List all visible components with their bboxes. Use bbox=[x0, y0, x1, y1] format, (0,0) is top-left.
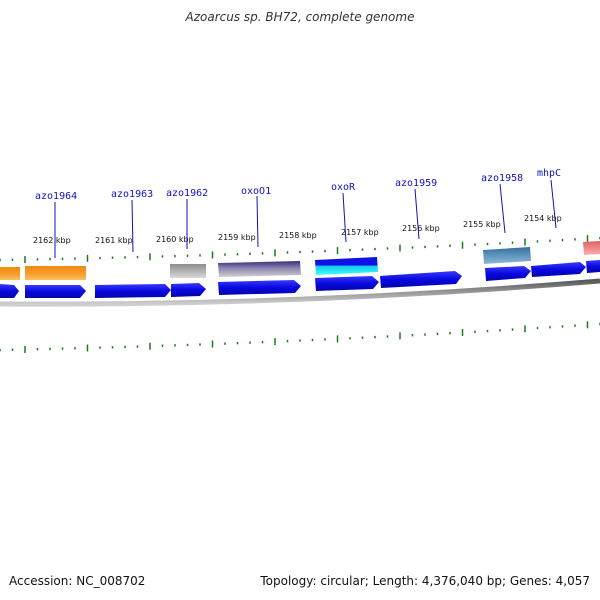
kbp-label: 2161 kbp bbox=[95, 236, 133, 245]
gene-label: azo1964 bbox=[35, 191, 77, 202]
gene-label: azo1963 bbox=[111, 189, 153, 200]
cds-arrow bbox=[218, 280, 301, 295]
gene-label: azo1962 bbox=[166, 188, 208, 199]
cds-arrow bbox=[380, 271, 462, 288]
feature-box-orange bbox=[25, 266, 86, 280]
gene-leaders bbox=[54, 179, 557, 258]
cds-arrow bbox=[485, 266, 531, 281]
kbp-label: 2157 kbp bbox=[341, 228, 379, 237]
gene-label: azo1958 bbox=[481, 173, 523, 184]
gene-label: azo1959 bbox=[395, 178, 437, 189]
cds-arrow bbox=[95, 284, 171, 298]
gene-label: oxoO1 bbox=[241, 186, 271, 197]
gene-label: oxoR bbox=[331, 182, 356, 193]
gene-leader-line bbox=[131, 199, 134, 253]
kbp-label: 2158 kbp bbox=[279, 231, 317, 240]
feature-box-gray bbox=[170, 264, 206, 278]
map-title: Azoarcus sp. BH72, complete genome bbox=[185, 10, 415, 24]
gene-leader-line bbox=[499, 183, 506, 234]
accession-label: Accession: NC_008702 bbox=[9, 574, 146, 588]
gene-leader-line bbox=[550, 179, 557, 229]
gene-leader-line bbox=[414, 188, 420, 240]
cds-track bbox=[0, 260, 600, 298]
cds-arrow bbox=[586, 260, 600, 273]
cds-arrow bbox=[0, 284, 19, 298]
feature-box-orange bbox=[0, 267, 20, 280]
gene-leader-line bbox=[256, 195, 259, 248]
kbp-label: 2156 kbp bbox=[402, 224, 440, 233]
cds-arrow bbox=[25, 285, 86, 298]
feature-box-pink bbox=[583, 241, 600, 255]
kbp-label: 2155 kbp bbox=[463, 220, 501, 229]
feature-track-top bbox=[0, 241, 600, 280]
genome-backbone bbox=[0, 278, 600, 307]
outer-tick-track bbox=[0, 235, 600, 264]
gene-leader-line bbox=[342, 192, 347, 243]
feature-box-cyan bbox=[315, 257, 378, 275]
kbp-label: 2160 kbp bbox=[156, 235, 194, 244]
cds-arrow bbox=[315, 276, 379, 291]
kbp-labels: 2162 kbp 2161 kbp 2160 kbp 2159 kbp 2158… bbox=[33, 214, 562, 245]
gene-label: mhpC bbox=[537, 168, 561, 179]
feature-box-steelblue bbox=[483, 247, 531, 264]
kbp-label: 2162 kbp bbox=[33, 236, 71, 245]
cds-arrow bbox=[531, 262, 586, 277]
genome-summary: Topology: circular; Length: 4,376,040 bp… bbox=[260, 574, 590, 588]
cds-arrow bbox=[171, 283, 206, 297]
feature-box-purple bbox=[218, 261, 301, 277]
gene-labels: azo1964 azo1963 azo1962 oxoO1 oxoR azo19… bbox=[35, 168, 561, 202]
inner-tick-track bbox=[0, 321, 600, 353]
kbp-label: 2154 kbp bbox=[524, 214, 562, 223]
kbp-label: 2159 kbp bbox=[218, 233, 256, 242]
